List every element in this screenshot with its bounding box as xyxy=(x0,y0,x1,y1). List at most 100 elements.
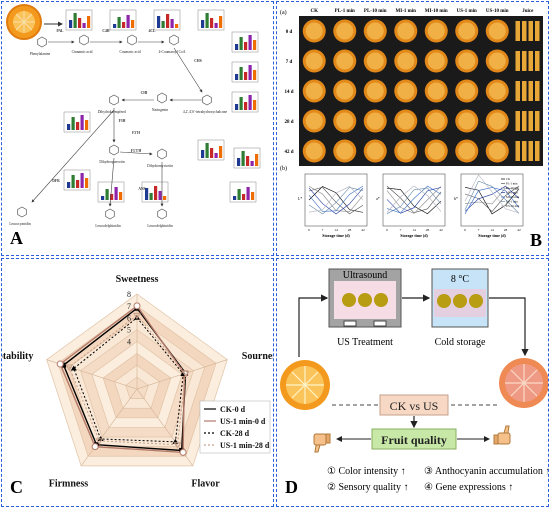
radar-tick-label: 8 xyxy=(127,290,131,299)
pathway-arrow xyxy=(119,151,153,156)
radar-tick-label: 7 xyxy=(127,302,131,311)
orange-slice-icon xyxy=(6,4,42,40)
mini-bar xyxy=(154,186,158,200)
molecule-structure xyxy=(157,92,167,104)
mini-bar xyxy=(235,44,239,50)
cold-storage-label: Cold storage xyxy=(435,337,486,348)
juice-tube xyxy=(535,111,540,131)
mini-bar xyxy=(201,150,205,158)
chart-series-line xyxy=(464,185,520,213)
subpanel-label-b: (b) xyxy=(280,165,287,172)
mini-chart-frame xyxy=(197,139,225,161)
chart-x-tick: 7 xyxy=(400,228,402,232)
pathway-arrow xyxy=(173,47,203,93)
photo-column-header: MI-1 min xyxy=(396,9,417,14)
mini-bar xyxy=(69,20,73,28)
molecule-structure xyxy=(127,34,137,46)
mini-bar xyxy=(114,187,118,200)
chart-x-tick: 28 xyxy=(504,228,508,232)
fruit-flesh xyxy=(488,142,506,160)
mini-bar xyxy=(255,154,259,166)
mini-chart-frame xyxy=(229,181,257,203)
photo-row-label: 14 d xyxy=(284,90,293,95)
mini-bar xyxy=(105,189,109,200)
mini-bar xyxy=(210,148,214,158)
mini-chart-frame xyxy=(197,9,225,31)
mini-bar xyxy=(113,24,117,28)
chart-legend-entry: MI-10 min xyxy=(506,195,520,199)
mini-bar xyxy=(82,23,86,28)
photo-column-header: CK xyxy=(311,9,319,14)
radar-chart: 4 5 6 7 8 Sweetness Sourness Flavor Firmness Acce… xyxy=(0,274,280,489)
photo-column-header: US-10 min xyxy=(486,9,509,14)
mini-chart-frame xyxy=(65,9,93,31)
fruit-flesh xyxy=(397,112,415,130)
mini-bar xyxy=(87,16,91,28)
mini-chart-frame xyxy=(233,147,261,169)
fruit-flesh xyxy=(397,142,415,160)
chart-y-label: a* xyxy=(376,196,380,201)
photo-column-header: PL-1 min xyxy=(335,9,355,14)
compound-label: Cinnamic acid xyxy=(72,50,93,54)
chart-series-line xyxy=(464,180,520,214)
mechanism-diagram: Ultrasound 8 °C US Treatment Cold storag… xyxy=(280,268,550,493)
panel-label-d: D xyxy=(285,477,298,497)
mini-bar xyxy=(117,17,121,28)
fruit-flesh xyxy=(336,142,354,160)
chart-legend-entry: US-10 min xyxy=(506,204,520,208)
enzyme-label: F3'5'H xyxy=(131,149,142,153)
radar-tick-label: 6 xyxy=(127,314,131,323)
mini-bar-chart xyxy=(63,111,91,133)
panel-label-b: B xyxy=(529,230,542,250)
radar-legend-label: CK-28 d xyxy=(220,429,250,438)
mini-bar xyxy=(145,188,149,200)
mini-chart-frame xyxy=(153,9,181,31)
mini-bar xyxy=(237,189,241,200)
mini-bar xyxy=(110,194,114,200)
mini-bar xyxy=(157,16,161,28)
panel-a-pathway: Phenylalanine Cinnamic acid Coumaric acid 4… xyxy=(1,1,274,256)
mini-bar-chart xyxy=(97,181,125,203)
ultrasound-label: Ultrasound xyxy=(343,270,387,281)
fruit-flesh xyxy=(427,142,445,160)
orange-half-icon xyxy=(280,360,330,410)
mini-bar xyxy=(244,102,248,110)
fruit-flesh xyxy=(336,52,354,70)
mini-bar xyxy=(214,153,218,158)
radar-point xyxy=(134,314,140,320)
juice-tube xyxy=(515,51,520,71)
mini-bar xyxy=(250,161,254,166)
chart-series-line xyxy=(386,185,442,214)
panel-d-diagram: Ultrasound 8 °C US Treatment Cold storag… xyxy=(276,258,550,507)
chart-x-tick: 14 xyxy=(490,228,494,232)
juice-tube xyxy=(528,81,533,101)
chart-y-label: b* xyxy=(454,196,458,201)
chart-x-label: Storage time (d) xyxy=(400,233,428,238)
mini-bar xyxy=(239,37,243,50)
mini-bar xyxy=(253,70,257,80)
radar-axis-label: Sweetness xyxy=(116,274,159,285)
chart-series-line xyxy=(386,185,442,214)
radar-point xyxy=(95,438,104,445)
radar-axis-line xyxy=(80,388,138,467)
mini-bar xyxy=(201,20,205,28)
cold-storage-box: 8 °C xyxy=(431,268,489,328)
mini-bar xyxy=(149,193,153,200)
panel-c-radar: 4 5 6 7 8 Sweetness Sourness Flavor Firmness Acce… xyxy=(0,258,280,507)
chart-legend-entry: PL-1 min xyxy=(506,182,518,186)
mini-chart-frame xyxy=(97,181,125,203)
fruit-flesh xyxy=(397,82,415,100)
fruit-flesh xyxy=(366,82,384,100)
juice-tube xyxy=(528,51,533,71)
fruit-flesh xyxy=(305,52,323,70)
chart-series-line xyxy=(386,187,442,215)
fruit-flesh xyxy=(366,52,384,70)
mini-bar-chart xyxy=(63,169,91,191)
compound-label: Leucocyanidin xyxy=(9,222,31,226)
chart-series-line xyxy=(464,187,520,205)
fruit-flesh xyxy=(488,112,506,130)
temp-label: 8 °C xyxy=(451,274,469,285)
fruit-flesh xyxy=(336,82,354,100)
juice-tube xyxy=(515,81,520,101)
mini-bar xyxy=(67,182,71,188)
